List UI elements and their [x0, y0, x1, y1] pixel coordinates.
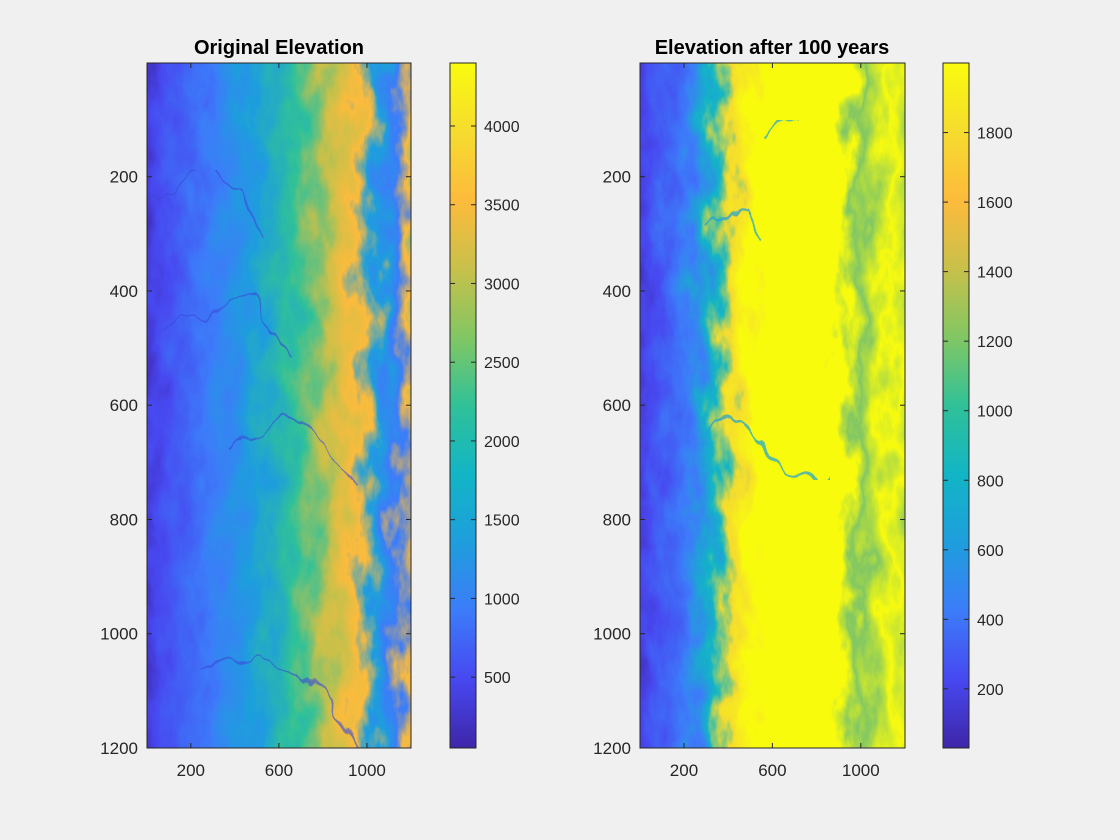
axis-ticks: 200 600 1000 200 400 600 800 1000 1200	[100, 63, 411, 780]
colorbar-tick-label: 500	[484, 670, 511, 687]
colorbar-tick-label: 1000	[977, 404, 1013, 421]
y-tick-label: 1000	[593, 625, 631, 644]
colorbar-tick-label: 3000	[484, 276, 520, 293]
colorbar-tick-label: 1400	[977, 265, 1013, 282]
x-tick-label: 1000	[842, 761, 880, 780]
x-tick-label: 200	[177, 761, 205, 780]
heatmap-image	[147, 63, 411, 748]
colorbar-tick-label: 400	[977, 612, 1004, 629]
colorbar-tick-label: 4000	[484, 119, 520, 136]
x-tick-label: 1000	[348, 761, 386, 780]
y-tick-label: 600	[110, 396, 138, 415]
x-tick-label: 600	[758, 761, 786, 780]
colorbar-tick-label: 200	[977, 682, 1004, 699]
colorbar-tick-label: 1500	[484, 513, 520, 530]
y-tick-label: 400	[110, 282, 138, 301]
x-tick-label: 600	[265, 761, 293, 780]
colorbar-tick-label: 600	[977, 543, 1004, 560]
heatmap-image	[640, 63, 905, 748]
colorbar-tick-label: 1000	[484, 591, 520, 608]
colorbar-tick-label: 2000	[484, 434, 520, 451]
y-tick-label: 1200	[100, 739, 138, 758]
colorbar-tick-label: 1600	[977, 195, 1013, 212]
colorbar-tick-label: 1800	[977, 126, 1013, 143]
y-tick-label: 1200	[593, 739, 631, 758]
y-tick-label: 200	[603, 168, 631, 187]
axis-ticks: 200 600 1000 200 400 600 800 1000 1200	[593, 63, 905, 780]
colorbar: 500 1000 1500 2000 2500 3000 3500 4000	[449, 62, 520, 749]
y-tick-label: 200	[110, 168, 138, 187]
colorbar-tick-label: 3500	[484, 198, 520, 215]
chart-title: Original Elevation	[194, 37, 364, 59]
colorbar-tick-label: 800	[977, 473, 1004, 490]
colorbar: 200 400 600 800 1000 1200 1400 1600 1800	[942, 62, 1013, 749]
elevation-after-panel: Elevation after 100 years 200 600 1000 200 4…	[593, 37, 1013, 780]
y-tick-label: 800	[603, 510, 631, 529]
y-tick-label: 800	[110, 510, 138, 529]
colorbar-tick-label: 2500	[484, 355, 520, 372]
chart-title: Elevation after 100 years	[655, 37, 890, 59]
x-tick-label: 200	[670, 761, 698, 780]
original-elevation-panel: Original Elevation 200 600 1000 200 400 600 80…	[100, 37, 520, 780]
y-tick-label: 400	[603, 282, 631, 301]
colorbar-tick-label: 1200	[977, 334, 1013, 351]
y-tick-label: 600	[603, 396, 631, 415]
y-tick-label: 1000	[100, 625, 138, 644]
